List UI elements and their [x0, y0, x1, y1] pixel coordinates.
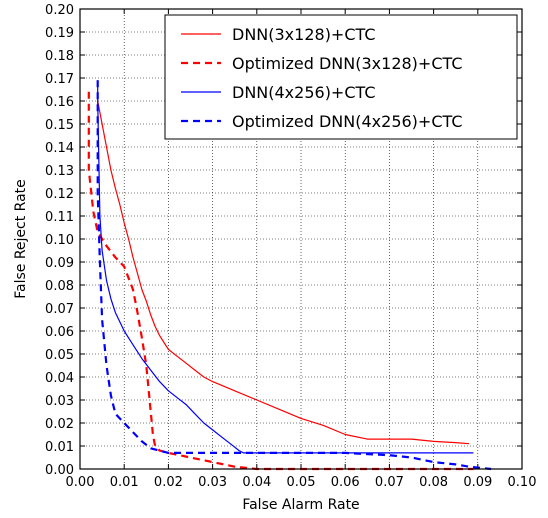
y-tick-label: 0.03 [45, 394, 74, 409]
y-tick-label: 0.01 [45, 440, 74, 455]
x-tick-label: 0.10 [508, 475, 537, 490]
series-line [96, 80, 492, 471]
series-line [97, 80, 474, 454]
y-tick-label: 0.09 [45, 256, 74, 271]
legend-label: DNN(4x256)+CTC [232, 83, 376, 102]
x-axis-label: False Alarm Rate [242, 497, 359, 513]
y-tick-label: 0.15 [45, 118, 74, 133]
x-tick-label: 0.06 [331, 475, 360, 490]
x-tick-label: 0.04 [242, 475, 271, 490]
legend-label: DNN(3x128)+CTC [232, 25, 376, 44]
y-tick-label: 0.18 [45, 49, 74, 64]
legend-box [164, 14, 518, 140]
series-line [97, 100, 470, 445]
y-tick-label: 0.11 [45, 210, 74, 225]
x-tick-label: 0.08 [419, 475, 448, 490]
x-tick-label: 0.00 [66, 475, 95, 490]
legend-label: Optimized DNN(3x128)+CTC [232, 54, 463, 73]
axis-ticks: 0.00 0.01 0.02 0.03 0.04 0.05 0.06 0.07 0.08 0.09… [45, 3, 536, 490]
y-tick-label: 0.14 [45, 141, 74, 156]
y-tick-label: 0.06 [45, 325, 74, 340]
x-tick-label: 0.01 [110, 475, 139, 490]
legend: DNN(3x128)+CTC Optimized DNN(3x128)+CTC DN… [164, 14, 518, 140]
y-axis-label: False Reject Rate [13, 179, 29, 299]
y-tick-label: 0.16 [45, 95, 74, 110]
y-tick-label: 0.05 [45, 348, 74, 363]
series-line [87, 91, 474, 471]
y-tick-label: 0.02 [45, 417, 74, 432]
y-tick-label: 0.17 [45, 72, 74, 87]
y-tick-label: 0.04 [45, 371, 74, 386]
y-tick-label: 0.10 [45, 233, 74, 248]
y-tick-label: 0.12 [45, 187, 74, 202]
y-tick-label: 0.00 [45, 463, 74, 478]
y-tick-label: 0.08 [45, 279, 74, 294]
x-tick-label: 0.05 [287, 475, 316, 490]
y-tick-label: 0.13 [45, 164, 74, 179]
y-tick-label: 0.07 [45, 302, 74, 317]
legend-label: Optimized DNN(4x256)+CTC [232, 112, 463, 131]
y-tick-label: 0.19 [45, 26, 74, 41]
y-tick-label: 0.20 [45, 3, 74, 18]
x-tick-label: 0.02 [154, 475, 183, 490]
x-tick-label: 0.03 [198, 475, 227, 490]
x-tick-label: 0.07 [375, 475, 404, 490]
x-tick-label: 0.09 [463, 475, 492, 490]
